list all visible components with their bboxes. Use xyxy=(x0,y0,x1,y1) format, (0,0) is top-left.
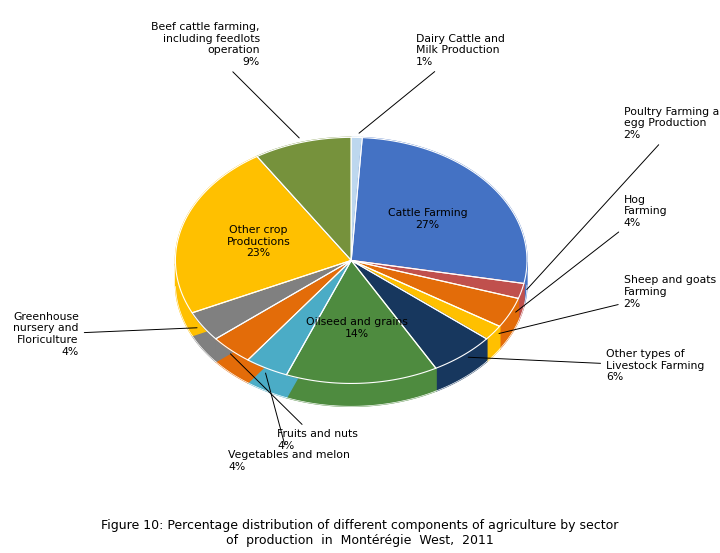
Text: Vegetables and melon
4%: Vegetables and melon 4% xyxy=(228,373,350,472)
Polygon shape xyxy=(487,326,500,362)
Polygon shape xyxy=(351,260,518,326)
Text: Poultry Farming and
egg Production
2%: Poultry Farming and egg Production 2% xyxy=(527,107,720,290)
Polygon shape xyxy=(216,260,351,362)
Polygon shape xyxy=(351,137,362,260)
Polygon shape xyxy=(351,260,524,306)
Text: Hog
Farming
4%: Hog Farming 4% xyxy=(516,195,667,312)
Text: Fruits and nuts
4%: Fruits and nuts 4% xyxy=(230,354,359,451)
Polygon shape xyxy=(351,260,524,299)
Polygon shape xyxy=(351,260,487,368)
Polygon shape xyxy=(257,137,351,260)
Polygon shape xyxy=(176,156,351,313)
Polygon shape xyxy=(248,260,351,383)
Polygon shape xyxy=(216,260,351,362)
Polygon shape xyxy=(287,260,351,398)
Polygon shape xyxy=(351,260,487,362)
Text: Oilseed and grains
14%: Oilseed and grains 14% xyxy=(306,317,408,339)
Text: Sheep and goats
Farming
2%: Sheep and goats Farming 2% xyxy=(499,275,716,333)
Polygon shape xyxy=(351,260,487,362)
Text: Other crop
Productions
23%: Other crop Productions 23% xyxy=(227,225,290,258)
Polygon shape xyxy=(518,284,524,321)
Polygon shape xyxy=(192,260,351,336)
Polygon shape xyxy=(287,260,351,398)
Polygon shape xyxy=(287,260,436,383)
Polygon shape xyxy=(192,260,351,339)
Polygon shape xyxy=(351,260,524,306)
Polygon shape xyxy=(192,313,216,362)
Polygon shape xyxy=(248,260,351,383)
Polygon shape xyxy=(351,260,518,321)
Polygon shape xyxy=(192,260,351,336)
Polygon shape xyxy=(351,138,527,284)
Polygon shape xyxy=(248,260,351,375)
Polygon shape xyxy=(176,264,192,336)
Polygon shape xyxy=(351,260,500,349)
Polygon shape xyxy=(216,260,351,360)
Polygon shape xyxy=(500,299,518,349)
Polygon shape xyxy=(287,368,436,406)
Text: Other types of
Livestock Farming
6%: Other types of Livestock Farming 6% xyxy=(468,349,704,383)
Polygon shape xyxy=(248,360,287,398)
Polygon shape xyxy=(524,262,527,306)
Polygon shape xyxy=(351,260,500,349)
Text: Greenhouse
nursery and
Floriculture
4%: Greenhouse nursery and Floriculture 4% xyxy=(13,312,197,357)
Polygon shape xyxy=(351,260,436,391)
Text: Dairy Cattle and
Milk Production
1%: Dairy Cattle and Milk Production 1% xyxy=(359,34,505,133)
Polygon shape xyxy=(436,339,487,391)
Polygon shape xyxy=(351,260,518,321)
Polygon shape xyxy=(351,260,436,391)
Text: Figure 10: Percentage distribution of different components of agriculture by sec: Figure 10: Percentage distribution of di… xyxy=(102,519,618,547)
Text: Beef cattle farming,
including feedlots
operation
9%: Beef cattle farming, including feedlots … xyxy=(151,22,300,138)
Polygon shape xyxy=(351,260,500,339)
Polygon shape xyxy=(216,339,248,383)
Text: Cattle Farming
27%: Cattle Farming 27% xyxy=(388,208,467,229)
